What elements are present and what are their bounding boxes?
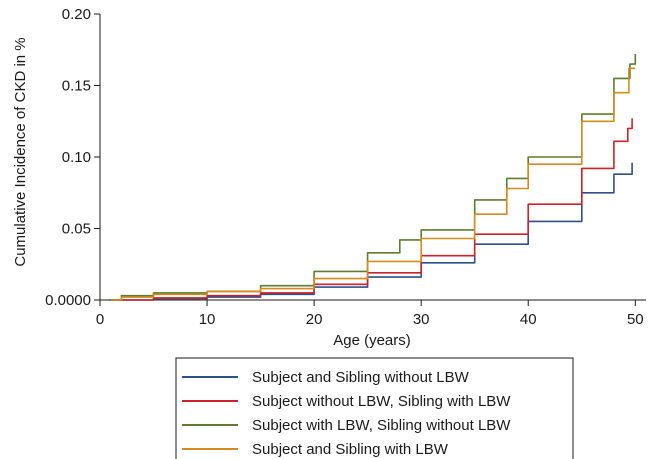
y-tick-label: 0.10: [62, 149, 91, 166]
legend-box: [175, 357, 574, 459]
x-tick-label: 0: [96, 311, 104, 328]
legend-label-3: Subject with LBW, Sibling without LBW: [252, 417, 511, 434]
series-line-3: [110, 54, 637, 301]
series-layer: [108, 54, 637, 301]
y-tick-label: 0.05: [62, 221, 91, 238]
legend-label-1: Subject and Sibling without LBW: [252, 369, 470, 386]
y-tick-label: 0.20: [62, 6, 91, 23]
legend: Subject and Sibling without LBW Subject w…: [175, 357, 574, 459]
x-tick-label: 10: [199, 311, 216, 328]
x-axis-title: Age (years): [333, 332, 411, 349]
legend-label-2: Subject without LBW, Sibling with LBW: [252, 393, 511, 410]
y-tick-label: 0.0000: [45, 292, 91, 309]
x-tick-label: 20: [306, 311, 323, 328]
x-tick-label: 30: [413, 311, 430, 328]
y-tick-label: 0.15: [62, 78, 91, 95]
legend-label-4: Subject and Sibling with LBW: [252, 441, 449, 458]
series-line-4: [110, 67, 636, 301]
x-tick-label: 50: [627, 311, 644, 328]
series-line-1: [108, 162, 633, 301]
series-line-2: [110, 118, 633, 301]
y-axis-title: Cumulative Incidence of CKD in %: [12, 37, 29, 266]
axes: 0.0000 0.05 0.10 0.15 0.20 0 10 20 30 40 50: [45, 6, 646, 328]
x-tick-label: 40: [520, 311, 537, 328]
